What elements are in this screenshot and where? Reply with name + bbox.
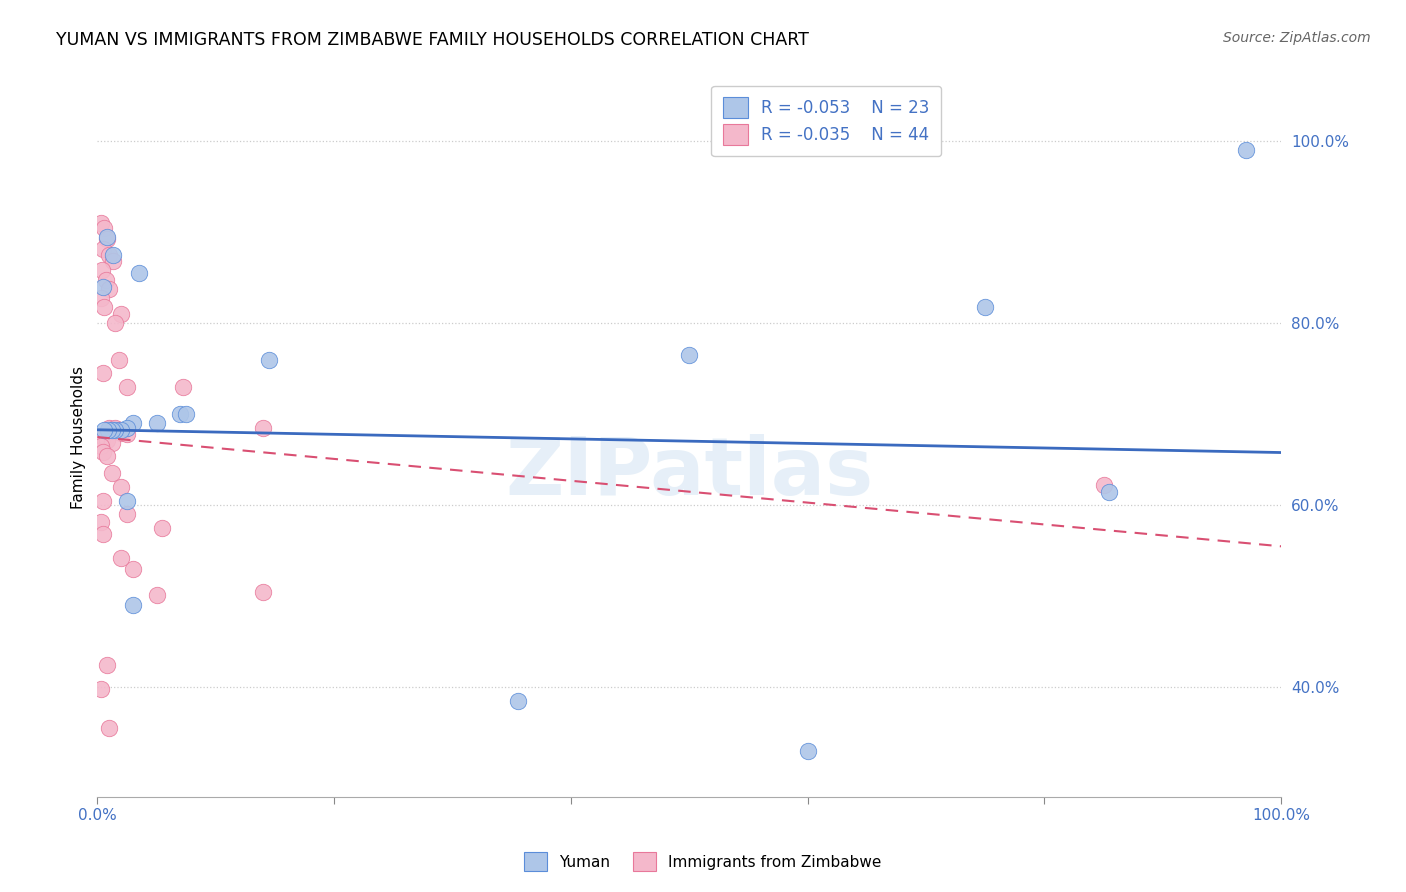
Point xyxy=(91,430,114,444)
Point xyxy=(98,722,121,736)
Point xyxy=(115,380,138,394)
Legend: Yuman, Immigrants from Zimbabwe: Yuman, Immigrants from Zimbabwe xyxy=(517,847,889,877)
Point xyxy=(1098,484,1121,499)
Point xyxy=(145,588,167,602)
Point xyxy=(96,231,118,245)
Point xyxy=(100,435,122,450)
Point xyxy=(91,493,114,508)
Point xyxy=(90,439,112,453)
Point xyxy=(91,242,114,256)
Point xyxy=(104,421,127,435)
Point xyxy=(115,427,138,442)
Point xyxy=(90,291,112,305)
Point xyxy=(1234,143,1257,157)
Point xyxy=(90,515,112,529)
Point xyxy=(678,348,700,362)
Point xyxy=(145,417,167,431)
Point xyxy=(90,216,112,230)
Point xyxy=(93,423,115,437)
Point xyxy=(152,521,174,535)
Point xyxy=(121,417,143,431)
Point xyxy=(104,423,127,437)
Point xyxy=(115,493,138,508)
Point xyxy=(257,352,280,367)
Point xyxy=(174,407,197,421)
Point xyxy=(506,694,529,708)
Point xyxy=(91,367,114,381)
Point xyxy=(101,254,124,268)
Point xyxy=(107,423,129,437)
Y-axis label: Family Households: Family Households xyxy=(72,366,86,508)
Point xyxy=(110,423,132,437)
Point xyxy=(100,467,122,481)
Point xyxy=(121,599,143,613)
Point xyxy=(91,527,114,541)
Point xyxy=(110,551,132,566)
Point xyxy=(96,449,118,463)
Point xyxy=(91,263,114,277)
Point xyxy=(121,562,143,576)
Text: ZIPatlas: ZIPatlas xyxy=(505,434,873,512)
Point xyxy=(172,380,194,394)
Point xyxy=(91,280,114,294)
Point xyxy=(796,744,818,758)
Point xyxy=(96,433,118,447)
Point xyxy=(93,220,115,235)
Point xyxy=(97,423,120,437)
Point xyxy=(96,229,118,244)
Point xyxy=(90,682,112,697)
Point xyxy=(96,657,118,672)
Point xyxy=(115,508,138,522)
Point xyxy=(110,480,132,494)
Point xyxy=(110,307,132,321)
Point xyxy=(107,352,129,367)
Point xyxy=(252,421,274,435)
Point xyxy=(128,266,150,280)
Point xyxy=(98,421,121,435)
Text: YUMAN VS IMMIGRANTS FROM ZIMBABWE FAMILY HOUSEHOLDS CORRELATION CHART: YUMAN VS IMMIGRANTS FROM ZIMBABWE FAMILY… xyxy=(56,31,808,49)
Point xyxy=(100,423,122,437)
Point xyxy=(169,407,191,421)
Point xyxy=(98,282,121,296)
Point xyxy=(252,584,274,599)
Point xyxy=(93,300,115,314)
Point xyxy=(115,421,138,435)
Legend: R = -0.053    N = 23, R = -0.035    N = 44: R = -0.053 N = 23, R = -0.035 N = 44 xyxy=(711,86,941,156)
Point xyxy=(1092,478,1115,492)
Point xyxy=(110,425,132,440)
Point xyxy=(94,272,117,286)
Point xyxy=(91,444,114,458)
Point xyxy=(101,248,124,262)
Point xyxy=(98,248,121,262)
Point xyxy=(974,300,997,314)
Text: Source: ZipAtlas.com: Source: ZipAtlas.com xyxy=(1223,31,1371,45)
Point xyxy=(104,316,127,330)
